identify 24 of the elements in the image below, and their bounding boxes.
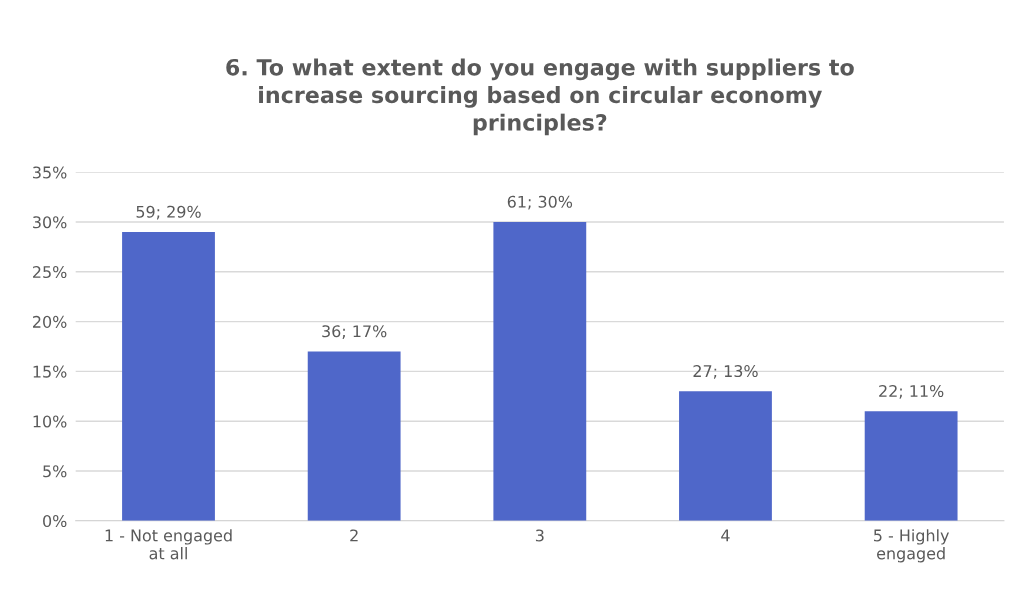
x-tick-label: 1 - Not engaged at all [105,529,232,560]
bar [122,231,215,521]
y-tick-label: 30% [33,216,67,229]
data-label: 36; 17% [322,325,387,339]
y-tick-label: 35% [33,166,67,179]
bar [307,351,401,521]
bar [493,222,587,521]
y-tick-label: 25% [33,266,67,279]
x-tick-label: 3 [535,529,544,542]
data-label: 61; 30% [507,195,573,210]
x-tick-label: 5 - Highly engaged [874,529,949,563]
y-tick-label: 5% [43,465,67,478]
y-tick-label: 10% [33,415,67,428]
data-label: 22; 11% [879,384,944,399]
y-tick-label: 20% [33,315,67,328]
y-tick-label: 0% [43,515,67,528]
y-tick-label: 15% [33,365,67,378]
chart-title: 6. To what extent do you engage with suppliers to increase sourcing based on circular economy principles? [226,58,854,136]
data-label: 27; 13% [693,365,758,379]
data-label: 59; 29% [136,205,201,220]
bar [864,411,958,521]
bar [679,391,772,521]
x-tick-label: 2 [350,529,358,542]
x-tick-label: 4 [721,529,730,542]
